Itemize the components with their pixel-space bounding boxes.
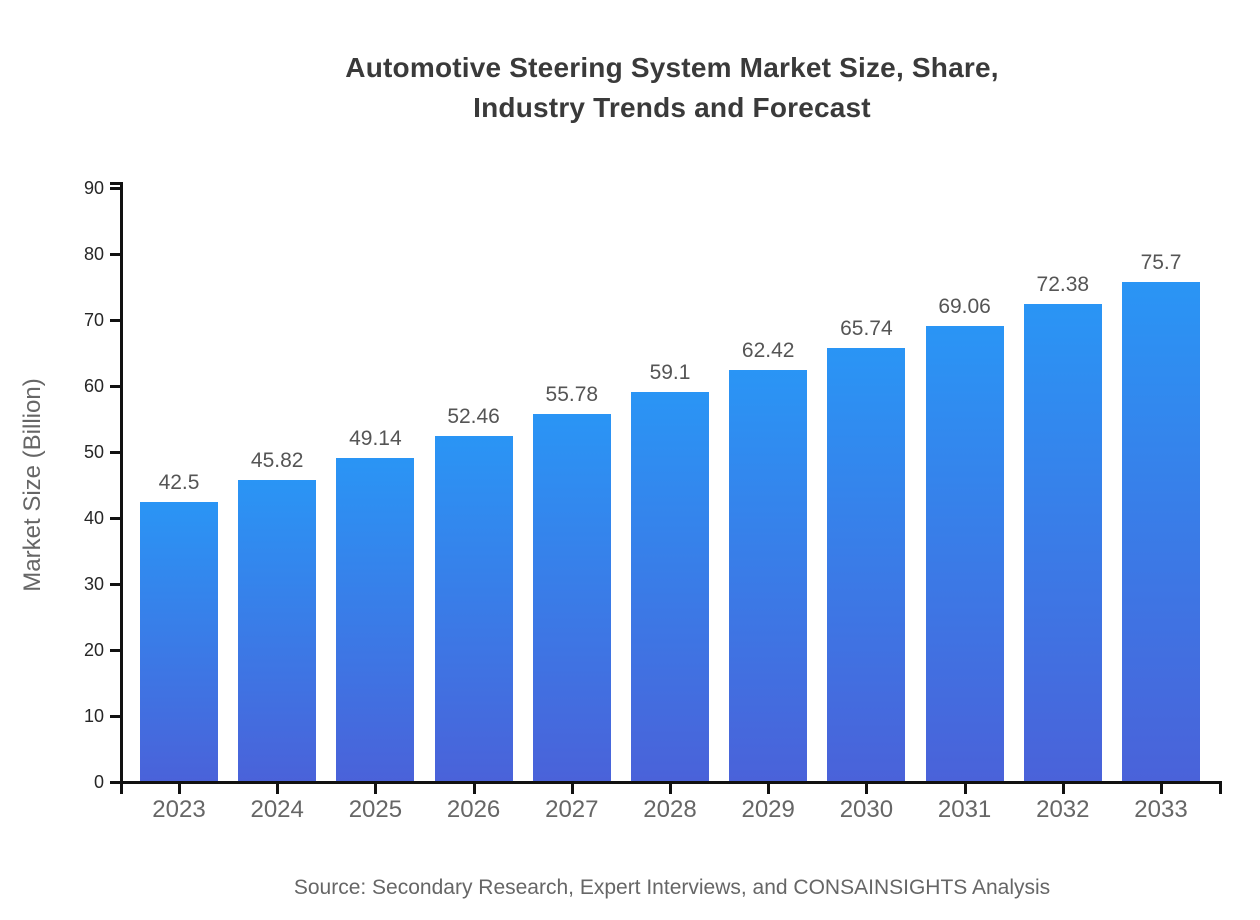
y-tick-label: 90 [83,178,104,198]
y-tick [110,319,120,322]
y-tick-label: 40 [83,508,104,528]
x-tick-label-2026: 2026 [446,796,501,823]
bar-2029 [729,370,808,782]
y-tick-label: 20 [83,640,104,660]
y-tick [110,715,120,718]
y-axis-end-tick [110,182,120,185]
y-tick-label: 60 [83,376,104,396]
x-tick [276,784,280,794]
y-tick [110,517,120,520]
x-tick [570,784,574,794]
bar-2025 [336,457,415,782]
bar-2032 [1023,304,1102,782]
y-tick [110,451,120,454]
x-tick-label-2031: 2031 [937,796,992,823]
y-axis-line [120,182,123,794]
bar-2031 [925,326,1004,782]
x-tick [865,784,869,794]
x-tick [374,784,378,794]
x-tick-label-2023: 2023 [152,796,206,823]
bar-value-label: 52.46 [447,404,500,428]
bar-value-label: 65.74 [840,317,893,341]
bar-value-label: 72.38 [1036,273,1090,297]
x-tick-label-2029: 2029 [741,796,795,823]
x-tick-label-2025: 2025 [348,796,403,823]
bar-value-label: 49.14 [349,426,402,450]
bar-2023 [140,501,218,782]
x-tick-label-2032: 2032 [1036,796,1090,823]
x-tick-label-2030: 2030 [839,796,894,823]
x-tick [472,784,476,794]
bar-value-label: 69.06 [938,295,991,319]
y-tick [110,583,120,586]
x-tick-label-2027: 2027 [545,796,599,823]
y-tick-label: 10 [83,706,104,726]
y-tick [110,649,120,652]
chart-title: Automotive Steering System Market Size, … [345,52,999,123]
y-tick [110,187,120,190]
bar-2027 [532,413,611,782]
y-tick-label: 50 [83,442,104,462]
x-tick [963,784,967,794]
bar-2033 [1122,282,1200,782]
x-tick [178,784,181,794]
y-axis-title: Market Size (Billion) [19,378,46,592]
y-tick [110,781,120,784]
x-tick [669,784,672,794]
bar-value-label: 62.42 [741,339,795,363]
bar-2028 [631,391,709,782]
bar-value-label: 45.82 [250,448,304,472]
bar-value-label: 55.78 [545,382,599,406]
source-note: Source: Secondary Research, Expert Inter… [293,876,1051,899]
bar-2030 [827,348,906,782]
x-tick [1061,784,1065,794]
x-axis-line [120,781,1222,784]
y-tick-label: 30 [83,574,104,594]
x-tick-label-2028: 2028 [643,796,697,823]
y-tick-label: 70 [83,310,104,330]
bar-2026 [434,435,513,782]
x-tick-label-2024: 2024 [250,796,304,823]
x-tick-label-2033: 2033 [1134,796,1188,823]
x-axis-end-tick [1219,784,1222,794]
bar-value-label: 42.5 [158,470,200,494]
y-tick-label: 80 [83,244,104,264]
y-tick [110,253,120,256]
y-tick-label: 0 [93,772,104,792]
y-tick [110,385,120,388]
bar-value-label: 59.1 [649,360,691,384]
bar-2024 [238,479,317,782]
x-tick [767,784,771,794]
bar-value-label: 75.7 [1140,251,1182,275]
x-tick [1160,784,1163,794]
